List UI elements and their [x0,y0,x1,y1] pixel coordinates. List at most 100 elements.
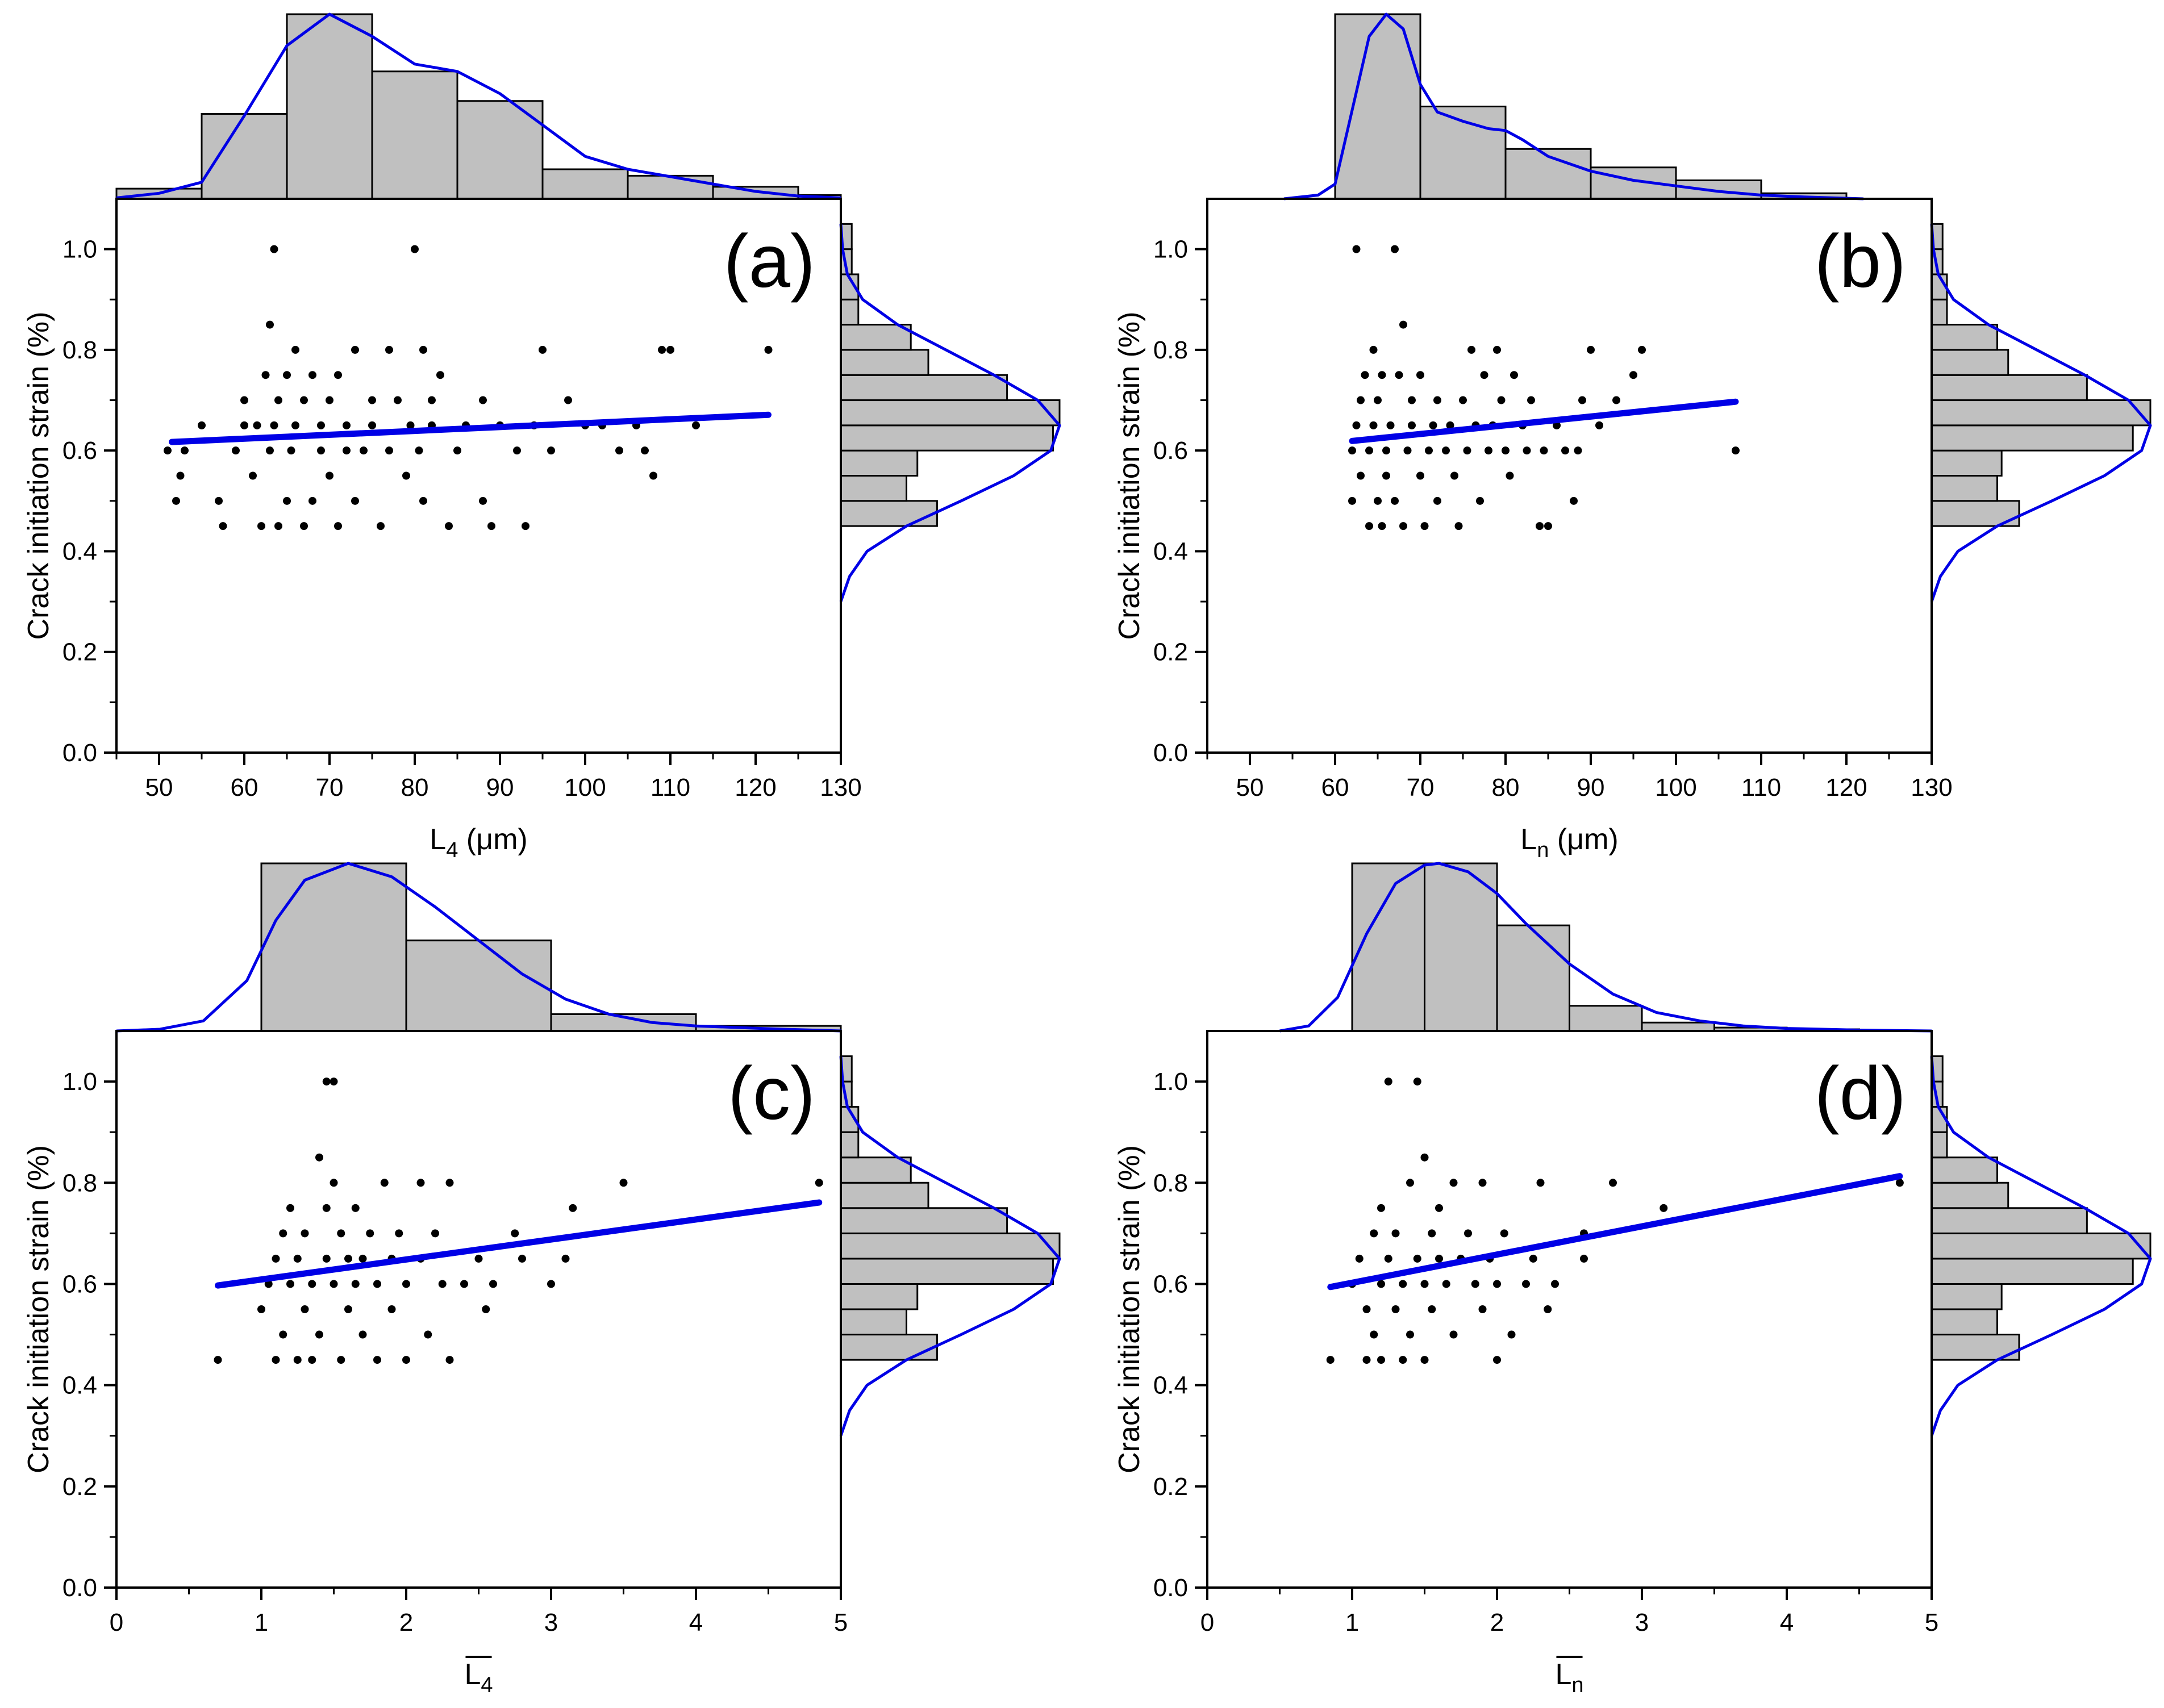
data-point [264,1280,273,1288]
data-point [411,245,419,253]
data-point [564,396,572,404]
data-point [249,471,257,480]
data-point [1348,496,1356,505]
data-point [257,1305,265,1313]
data-point [666,345,674,354]
y-tick-label: 0.4 [62,1372,97,1400]
top-density-curve [1283,12,1864,201]
right-histogram-bar [1930,475,1998,502]
data-point [561,1254,570,1263]
y-tick-label: 0.0 [62,739,97,767]
data-point [368,421,376,429]
y-tick-label: 0.2 [1153,1473,1188,1501]
data-point [266,320,274,329]
data-point [539,345,547,354]
data-point [351,345,359,354]
y-tick-label: 0.6 [62,1270,97,1298]
data-point [513,446,521,455]
data-point [270,421,278,429]
right-histogram-bar [840,1283,919,1310]
panel-label: (d) [1815,1051,1906,1135]
data-point [293,1254,302,1263]
data-point [1435,1204,1443,1212]
data-point [1362,1305,1371,1313]
data-point [1382,446,1390,455]
data-point [1485,446,1492,455]
top-histogram-bar [1496,924,1570,1032]
data-point [343,421,351,429]
data-point [615,446,623,455]
fit-line [1349,398,1739,444]
data-point [1446,421,1454,429]
data-point [308,1356,316,1364]
data-point [1507,1330,1516,1339]
data-point [1544,1305,1552,1313]
data-point [1433,396,1441,404]
right-histogram-bar [840,500,938,527]
data-point [368,396,376,404]
y-tick-label: 0.4 [1153,537,1188,565]
data-point [1435,1254,1443,1263]
y-tick-label: 1.0 [1153,236,1188,264]
data-point [1497,396,1506,404]
data-point [373,1280,381,1288]
data-point [1500,1229,1508,1238]
data-point [1595,421,1603,429]
right-histogram-bar [1930,349,2009,376]
data-point [1352,245,1361,253]
data-point [253,421,261,429]
data-point [337,1356,345,1364]
data-point [474,1254,483,1263]
data-point [436,371,444,379]
data-point [176,471,185,480]
data-point [1382,471,1390,480]
right-density-curve [1930,224,2152,602]
data-point [315,1330,323,1339]
data-point [1540,446,1548,455]
data-point [1553,421,1561,429]
data-point [1536,1179,1545,1187]
data-point [240,396,248,404]
top-histogram-bar [201,113,288,200]
right-histogram-bar [1930,1308,1998,1336]
y-tick-label: 0.2 [1153,638,1188,666]
data-point [366,1229,374,1238]
data-point [181,446,189,455]
data-point [1374,396,1382,404]
top-histogram-bar [260,862,407,1032]
data-point [330,1280,338,1288]
top-histogram-bar [1675,179,1762,200]
data-point [287,446,295,455]
data-point [1416,371,1424,379]
x-tick-label: 110 [1741,774,1781,801]
top-histogram-bar [1641,1021,1715,1032]
x-tick-label: 4 [689,1609,703,1636]
panel-label: (a) [724,219,815,303]
data-point [1369,421,1378,429]
data-point [308,371,316,379]
data-point [489,1280,497,1288]
data-point [1493,1356,1501,1364]
data-point [308,496,316,505]
x-tick-label: 110 [651,774,690,801]
data-point [1570,496,1578,505]
data-point [344,1305,352,1313]
data-point [317,421,325,429]
data-point [1370,1330,1378,1339]
data-point [453,446,461,455]
y-axis-title: Crack initiation strain (%) [1113,1145,1146,1473]
x-tick-label: 100 [564,774,606,801]
right-histogram-bar [1930,1232,2152,1260]
right-histogram-bar [1930,374,2088,402]
y-tick-label: 0.0 [1153,1574,1188,1602]
data-point [487,522,495,531]
data-point [358,1254,367,1263]
data-point [1391,1229,1400,1238]
x-tick-label: 100 [1655,774,1696,801]
right-histogram-bar [1930,1181,2009,1209]
data-point [1362,1356,1371,1364]
x-axis-title: L4 [464,1658,493,1697]
data-point [1391,1305,1400,1313]
data-point [315,1153,323,1162]
